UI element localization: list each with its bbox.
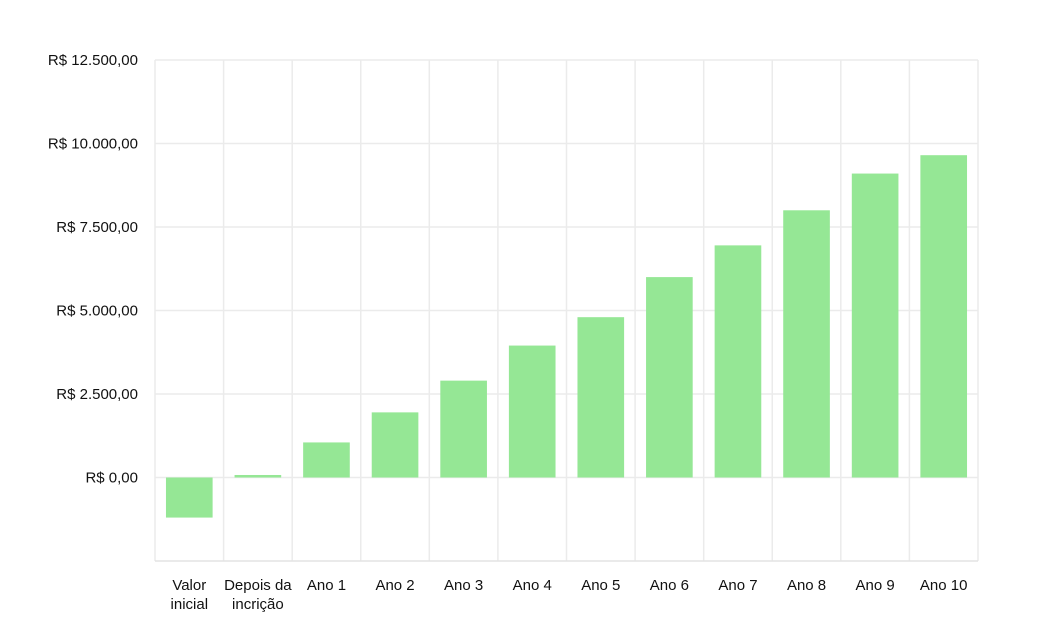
bar	[851, 173, 899, 478]
x-category-label-line: Depois da	[224, 577, 292, 594]
gridlines	[154, 59, 979, 562]
bar	[440, 380, 487, 478]
bars	[165, 155, 968, 518]
bar	[646, 277, 693, 478]
y-tick-label: R$ 7.500,00	[56, 219, 138, 236]
x-category-label: Ano 10	[920, 577, 968, 594]
bar	[234, 474, 282, 478]
x-category-label: Ano 3	[444, 577, 483, 594]
x-category-label: Ano 2	[375, 577, 414, 594]
x-category-label: Ano 4	[513, 577, 552, 594]
bar	[508, 345, 556, 478]
y-tick-label: R$ 12.500,00	[48, 52, 138, 69]
x-axis-category-labels: Valor inicial Depois da incrição Ano 1 Ano 2 A…	[171, 577, 968, 613]
x-category-label-line: Ano 7	[718, 577, 757, 594]
x-category-label-line: inicial	[171, 596, 209, 613]
bar	[577, 317, 625, 478]
y-tick-label: R$ 2.500,00	[56, 386, 138, 403]
x-category-label: Ano 5	[581, 577, 620, 594]
bar	[371, 412, 419, 478]
bar	[303, 442, 350, 478]
x-category-label: Ano 7	[718, 577, 757, 594]
x-category-label-line: Ano 4	[513, 577, 552, 594]
x-category-label-line: Ano 8	[787, 577, 826, 594]
x-category-label-line: Ano 3	[444, 577, 483, 594]
x-category-label-line: Ano 1	[307, 577, 346, 594]
y-tick-label: R$ 5.000,00	[56, 303, 138, 320]
x-category-label-line: Ano 9	[856, 577, 895, 594]
bar	[714, 245, 762, 478]
x-category-label: Ano 6	[650, 577, 689, 594]
x-category-label: Depois da incrição	[224, 577, 292, 613]
x-category-label-line: Ano 5	[581, 577, 620, 594]
x-category-label-line: Valor	[172, 577, 206, 594]
x-category-label: Ano 1	[307, 577, 346, 594]
x-category-label-line: Ano 10	[920, 577, 968, 594]
bar	[783, 210, 830, 478]
y-tick-label: R$ 10.000,00	[48, 136, 138, 153]
y-axis-tick-labels: R$ 0,00 R$ 2.500,00 R$ 5.000,00 R$ 7.500,00…	[48, 52, 138, 487]
bar	[920, 155, 968, 478]
x-category-label: Ano 8	[787, 577, 826, 594]
x-category-label-line: Ano 6	[650, 577, 689, 594]
x-category-label-line: Ano 2	[375, 577, 414, 594]
x-category-label: Valor inicial	[171, 577, 209, 613]
bar	[165, 477, 213, 518]
y-tick-label: R$ 0,00	[85, 470, 138, 487]
x-category-label-line: incrição	[232, 596, 284, 613]
x-category-label: Ano 9	[856, 577, 895, 594]
